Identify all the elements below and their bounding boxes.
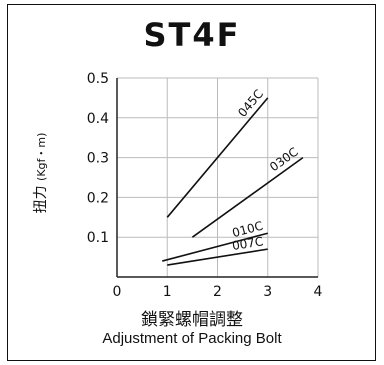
y-tick-label: 0.4: [87, 111, 109, 127]
series-label: 007C: [231, 234, 264, 253]
y-tick-label: 0.2: [87, 190, 109, 206]
series-label: 045C: [235, 87, 266, 120]
chart-title: ST4F: [143, 16, 241, 54]
x-tick-label: 0: [113, 284, 122, 300]
y-tick-label: 0.3: [87, 151, 109, 167]
series-label: 030C: [267, 145, 301, 175]
series-line: [191, 156, 304, 238]
x-tick-label: 2: [213, 284, 222, 300]
x-tick-label: 3: [263, 284, 272, 300]
series-line: [162, 232, 268, 262]
series-line: [167, 248, 268, 266]
x-tick-label: 1: [163, 284, 172, 300]
y-tick-label: 0.1: [87, 230, 109, 246]
chart-frame: [7, 4, 376, 361]
x-tick-label: 4: [314, 284, 323, 300]
x-axis-label: 鎖緊螺帽調整: [141, 310, 243, 330]
series-line: [166, 97, 269, 218]
x-axis-label-en: Adjustment of Packing Bolt: [102, 330, 282, 347]
y-tick-label: 0.5: [87, 71, 109, 87]
